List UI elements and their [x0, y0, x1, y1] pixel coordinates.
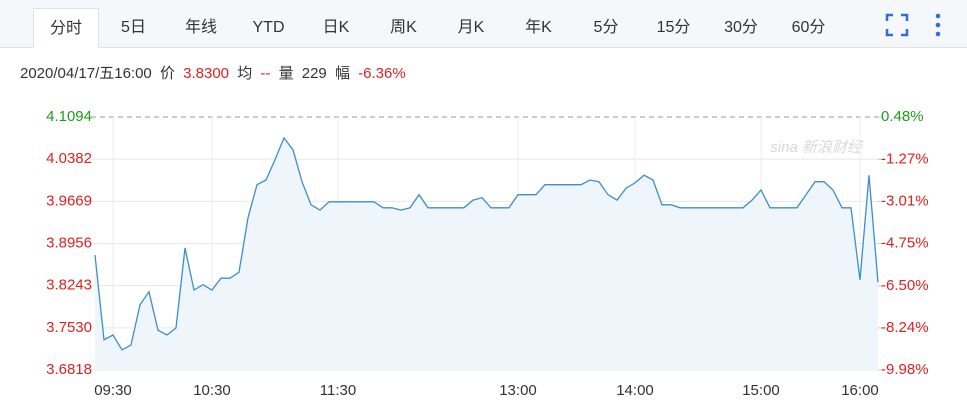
x-tick-label: 11:30	[320, 382, 356, 399]
y2-tick-label: -4.75%	[881, 234, 929, 251]
fullscreen-icon[interactable]	[885, 13, 909, 37]
y-tick-label: 3.8243	[46, 277, 92, 294]
quote-info: 2020/04/17/五16:00 价 3.8300 均 -- 量 229 幅 …	[20, 62, 410, 83]
y2-tick-label: -9.98%	[881, 361, 929, 378]
avg: --	[260, 65, 271, 82]
x-tick-label: 15:00	[742, 382, 780, 399]
tab-bar: 分时 5日 年线 YTD 日K 周K 月K 年K 5分 15分 30分 60分	[0, 0, 967, 48]
y2-tick-label: -1.27%	[881, 150, 929, 167]
y2-tick-label: -6.50%	[881, 277, 929, 294]
tab[interactable]: YTD	[252, 19, 285, 36]
watermark: sina 新浪财经	[770, 139, 864, 156]
price: 3.8300	[183, 65, 230, 82]
volume-label: 量	[278, 65, 294, 82]
more-icon[interactable]	[935, 13, 941, 37]
y2-tick-label: 0.48%	[881, 108, 924, 125]
tab[interactable]: 日K	[322, 19, 350, 36]
x-tick-label: 16:00	[841, 382, 879, 399]
tab[interactable]: 5分	[593, 19, 619, 36]
price-label: 价	[159, 65, 175, 82]
y-tick-label: 3.8956	[46, 234, 92, 251]
x-tick-label: 13:00	[499, 382, 537, 399]
y-tick-label: 4.0382	[46, 150, 92, 167]
toolbar-icons	[885, 13, 941, 37]
area	[95, 137, 878, 370]
y-tick-label: 3.6818	[46, 361, 92, 378]
y2-tick-label: -3.01%	[881, 192, 929, 209]
change: -6.36%	[358, 65, 406, 82]
tab[interactable]: 月K	[457, 19, 485, 36]
tab[interactable]: 年K	[525, 19, 552, 36]
tab[interactable]: 15分	[656, 19, 691, 36]
tab[interactable]: 5日	[121, 19, 146, 36]
tab[interactable]: 分时	[33, 8, 99, 48]
y-tick-label: 3.9669	[46, 192, 92, 209]
tab[interactable]: 周K	[390, 19, 417, 36]
tab[interactable]: 60分	[791, 19, 826, 36]
x-tick-label: 09:30	[94, 382, 132, 399]
y-tick-label: 4.1094	[46, 108, 92, 125]
x-tick-label: 14:00	[616, 382, 654, 399]
change-label: 幅	[334, 65, 350, 82]
y-tick-label: 3.7530	[46, 319, 92, 336]
timestamp: 2020/04/17/五16:00	[20, 65, 152, 82]
y2-tick-label: -8.24%	[881, 319, 929, 336]
volume: 229	[301, 65, 327, 82]
tab[interactable]: 30分	[724, 19, 758, 36]
tab[interactable]: 年线	[184, 19, 217, 36]
x-tick-label: 10:30	[193, 382, 231, 399]
price-line	[94, 136, 879, 351]
avg-label: 均	[237, 65, 253, 82]
